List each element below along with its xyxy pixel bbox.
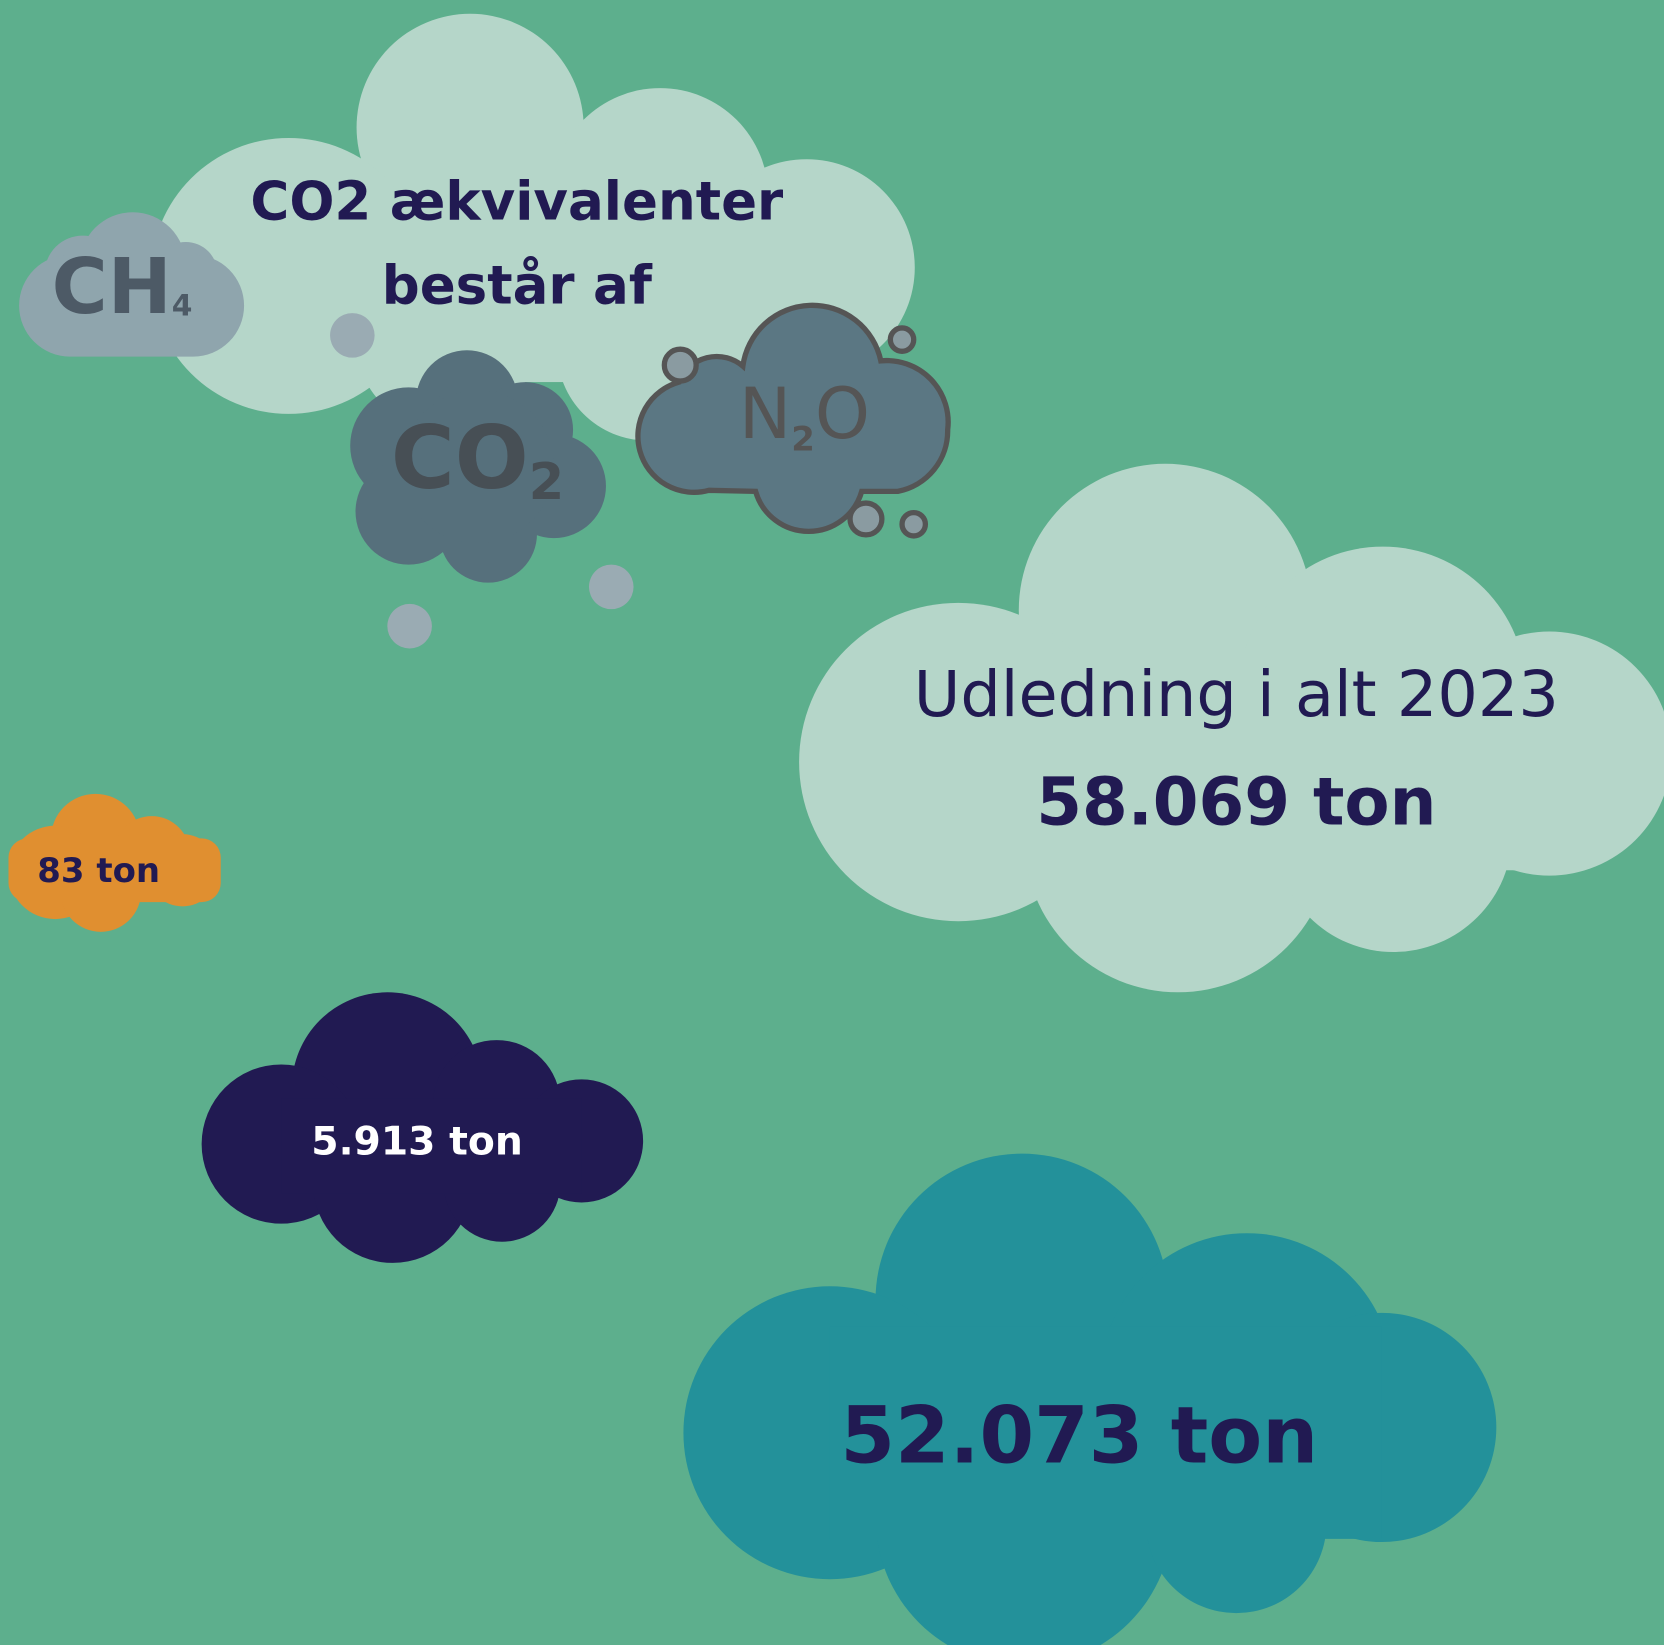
page: CH4 CO2 N2O CO2 ækvivalenter består af U…	[0, 0, 1664, 1645]
part-value: 83 ton	[37, 851, 160, 891]
total-label: Udledning i alt 2023	[914, 658, 1559, 732]
ch4-label: CH4	[52, 243, 193, 332]
co2-sub: 2	[529, 453, 564, 512]
part-value: 52.073 ton	[840, 1390, 1318, 1482]
n2o-tail: O	[815, 373, 870, 455]
title-line: består af	[382, 254, 653, 316]
co2-base: CO	[391, 407, 529, 509]
n2o-sub: 2	[791, 419, 815, 459]
part-value: 5.913 ton	[311, 1120, 522, 1165]
n2o-base: N	[739, 373, 791, 455]
infographic: CH4 CO2 N2O CO2 ækvivalenter består af U…	[0, 0, 1664, 1645]
ch4-base: CH	[52, 243, 172, 332]
title-line: CO2 ækvivalenter	[250, 170, 783, 232]
total-value: 58.069 ton	[1036, 764, 1436, 841]
ch4-sub: 4	[172, 288, 193, 323]
